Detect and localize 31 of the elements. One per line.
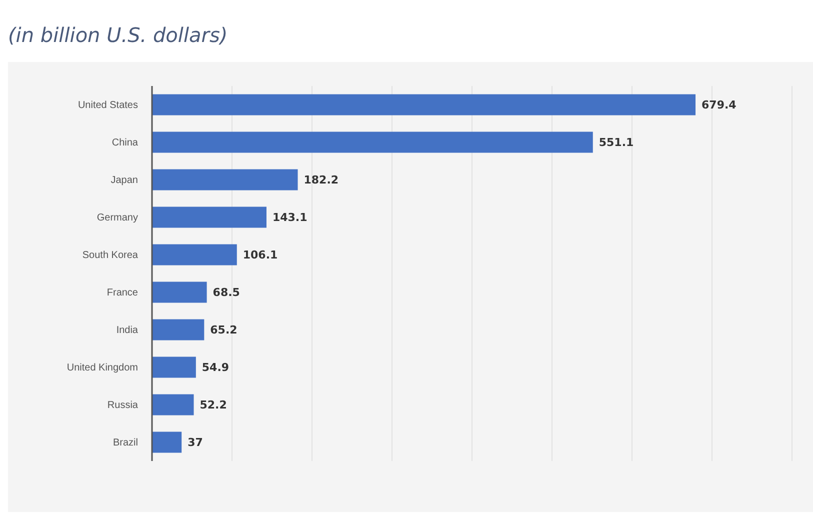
bar: [152, 282, 207, 303]
bar: [152, 394, 194, 416]
data-label: 182.2: [304, 174, 339, 187]
data-label: 106.1: [242, 248, 278, 262]
y-tick-label: India: [116, 324, 138, 336]
data-label: 679.4: [702, 98, 737, 112]
data-label: 54.9: [202, 361, 230, 374]
bar: [152, 356, 196, 378]
y-tick-label: United Kingdom: [66, 362, 138, 374]
bar: [152, 206, 266, 228]
data-label: 37: [188, 436, 203, 450]
y-tick-label: United States: [78, 100, 138, 111]
y-tick-label: South Korea: [82, 250, 138, 261]
bar: [152, 432, 182, 453]
data-label: 65.2: [210, 324, 238, 337]
y-tick-label: China: [112, 137, 138, 148]
data-label: 551.1: [598, 136, 634, 150]
bar: [152, 169, 298, 190]
bar: [152, 132, 593, 153]
bar: [152, 244, 237, 266]
bar: [152, 319, 204, 340]
y-tick-label: Japan: [110, 174, 138, 186]
y-tick-label: Brazil: [112, 437, 138, 448]
data-label: 143.1: [272, 211, 308, 224]
bar: [152, 94, 696, 116]
y-tick-label: France: [106, 287, 138, 298]
chart-title: (in billion U.S. dollars): [8, 23, 228, 47]
y-tick-label: Germany: [96, 212, 138, 224]
data-label: 52.2: [200, 398, 227, 412]
data-label: 68.5: [212, 286, 240, 300]
y-tick-label: Russia: [107, 400, 138, 411]
